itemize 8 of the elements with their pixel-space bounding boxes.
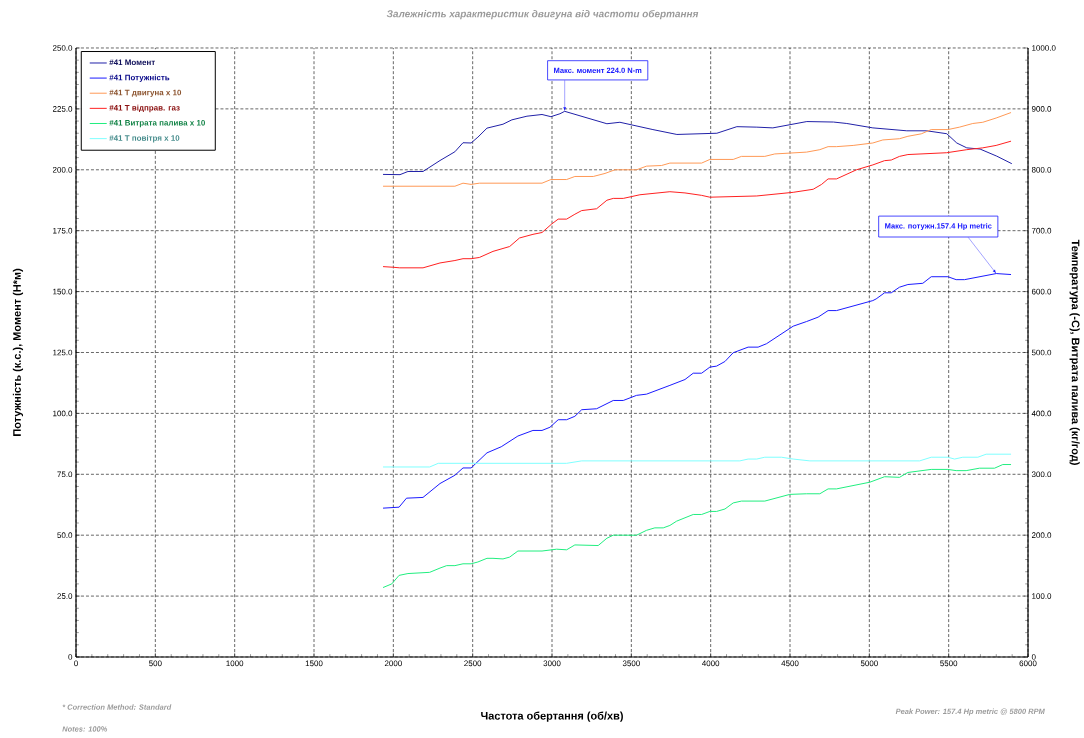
line-series (382, 464, 1012, 589)
x-axis-title: Частота обертання (об/хв) (481, 711, 623, 722)
chart-title: Залежність характеристик двигуна від частоти обертання (386, 9, 699, 20)
line-series (382, 140, 1012, 269)
line-series (382, 453, 1012, 468)
y-axis-title: Потужність (к.с.), Момент (Н*м) (12, 268, 24, 436)
y2-axis-title: Температура (-С), Витрата палива (кг/год) (1069, 239, 1080, 465)
line-series (382, 112, 1012, 187)
